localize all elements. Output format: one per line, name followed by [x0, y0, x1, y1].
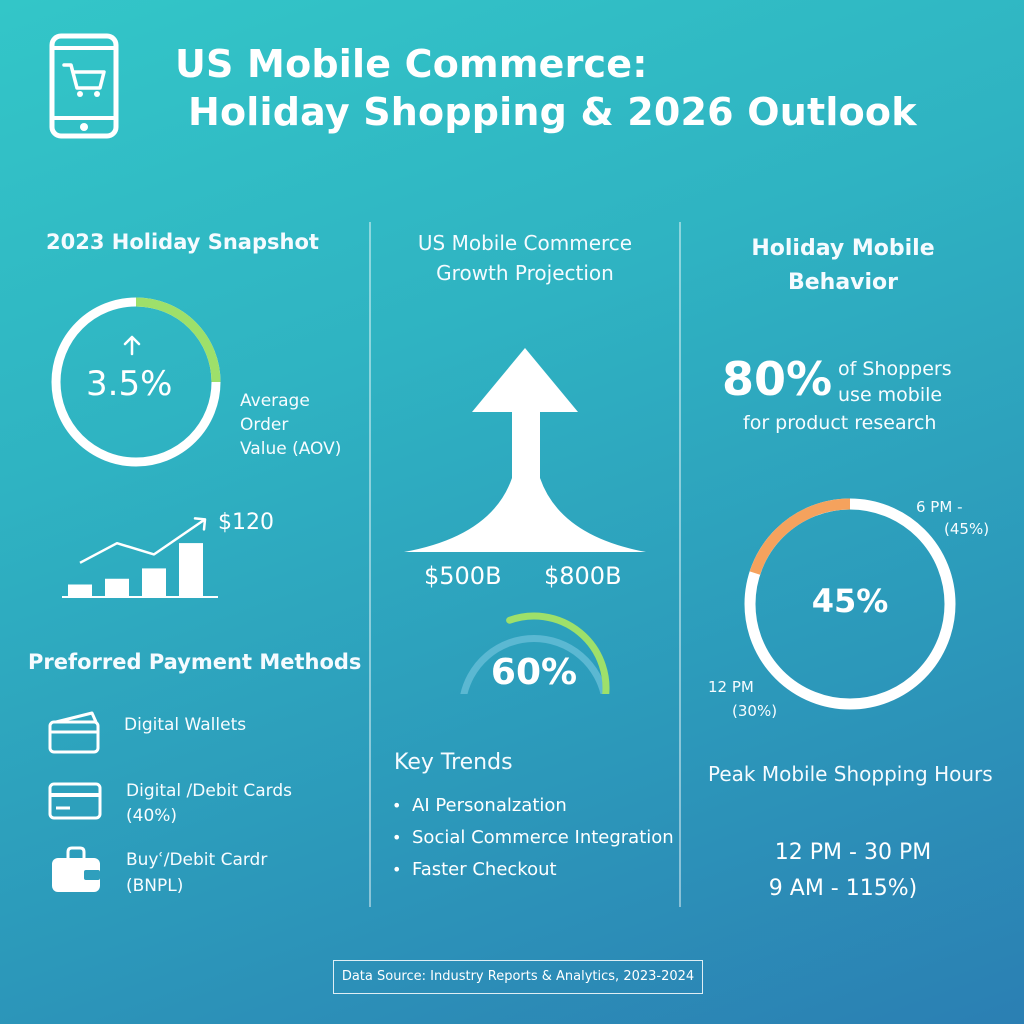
- page-title-line-1: US Mobile Commerce:: [175, 42, 648, 86]
- donut-label-12pm: 12 PM: [708, 678, 754, 696]
- peak-hours-heading: Peak Mobile Shopping Hours: [708, 762, 993, 786]
- peak-hours-line-2: 9 AM - 115%): [768, 876, 918, 901]
- mini-chart-bar: [142, 568, 166, 596]
- donut-label-6pm: 6 PM -: [916, 498, 963, 516]
- growth-arrow-icon: [404, 348, 646, 552]
- payments-heading: Preforred Payment Methods: [28, 650, 362, 674]
- column-divider-right: [679, 222, 681, 907]
- growth-gauge: [460, 612, 610, 694]
- behavior-heading-2: Behavior: [787, 270, 899, 295]
- mini-chart-bar: [105, 578, 129, 596]
- aov-label-2: Order: [240, 415, 289, 435]
- arrow-up-icon: [123, 335, 141, 356]
- research-stat-line-3: for product research: [743, 412, 937, 434]
- growth-heading-2: Growth Projection: [436, 261, 614, 285]
- payment-label-cards: Digital /Debit Cards: [126, 781, 293, 801]
- aov-ring: [51, 297, 221, 467]
- payment-label-bnpl: Buyʿ/Debit Cardr: [126, 850, 268, 870]
- growth-from-value: $500B: [424, 562, 502, 590]
- gauge-value: 60%: [490, 652, 578, 693]
- credit-card-icon: [48, 782, 102, 820]
- aov-value: 3.5%: [86, 364, 173, 404]
- donut-center-value: 45%: [811, 582, 889, 620]
- research-stat-line-2: use mobile: [838, 384, 943, 406]
- aov-label-1: Average: [240, 391, 310, 411]
- trends-heading: Key Trends: [394, 750, 513, 775]
- peak-hours-donut: [744, 498, 956, 710]
- aov-label-3: Value (AOV): [240, 439, 342, 459]
- mini-chart-value: $120: [218, 510, 274, 535]
- snapshot-heading: 2023 Holiday Snapshot: [46, 230, 319, 254]
- trend-item: Faster Checkout: [392, 854, 674, 886]
- smartphone-cart-icon: [49, 33, 119, 139]
- research-stat-value: 80%: [722, 352, 833, 406]
- trend-item: AI Personalzation: [392, 790, 674, 822]
- payment-label-cards-share: (40%): [126, 806, 178, 826]
- mini-growth-chart: [62, 517, 218, 598]
- trends-list: AI Personalzation Social Commerce Integr…: [392, 790, 674, 886]
- research-stat-line-1: of Shoppers: [838, 358, 952, 380]
- donut-label-6pm-share: (45%): [944, 520, 990, 538]
- peak-hours-line-1: 12 PM - 30 PM: [774, 840, 932, 865]
- growth-to-value: $800B: [544, 562, 622, 590]
- data-source-note: Data Source: Industry Reports & Analytic…: [333, 960, 703, 994]
- trend-item: Social Commerce Integration: [392, 822, 674, 854]
- behavior-heading-1: Holiday Mobile: [751, 236, 935, 261]
- growth-heading-1: US Mobile Commerce: [417, 231, 633, 255]
- mini-chart-bar: [179, 543, 203, 596]
- payment-label-wallets: Digital Wallets: [124, 715, 247, 735]
- column-divider-left: [369, 222, 371, 907]
- mini-chart-bar: [68, 584, 92, 596]
- bag-icon: [52, 846, 100, 892]
- wallet-card-icon: [48, 711, 100, 754]
- page-title-line-2: Holiday Shopping & 2026 Outlook: [188, 90, 917, 134]
- donut-label-12pm-share: (30%): [732, 702, 778, 720]
- payment-label-bnpl-abbr: (BNPL): [126, 876, 184, 896]
